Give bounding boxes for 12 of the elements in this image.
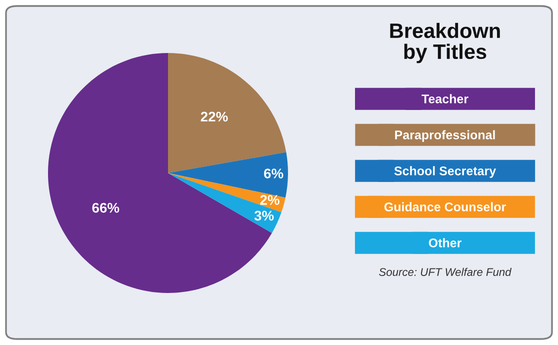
chart-title: Breakdown by Titles [390,22,500,64]
legend-label: Paraprofessional [395,130,495,142]
legend-label: Other [428,238,462,248]
data-label: 3% [254,210,274,221]
data-label: 22% [200,112,228,122]
data-label: 66% [92,202,120,213]
legend-label: Teacher [422,94,468,104]
source-note: Source: UFT Welfare Fund [379,268,512,276]
data-label: 2% [260,195,280,205]
data-label: 6% [264,168,284,178]
legend-label: School Secretary [394,166,496,178]
legend-label: Guidance Counselor [384,202,506,212]
